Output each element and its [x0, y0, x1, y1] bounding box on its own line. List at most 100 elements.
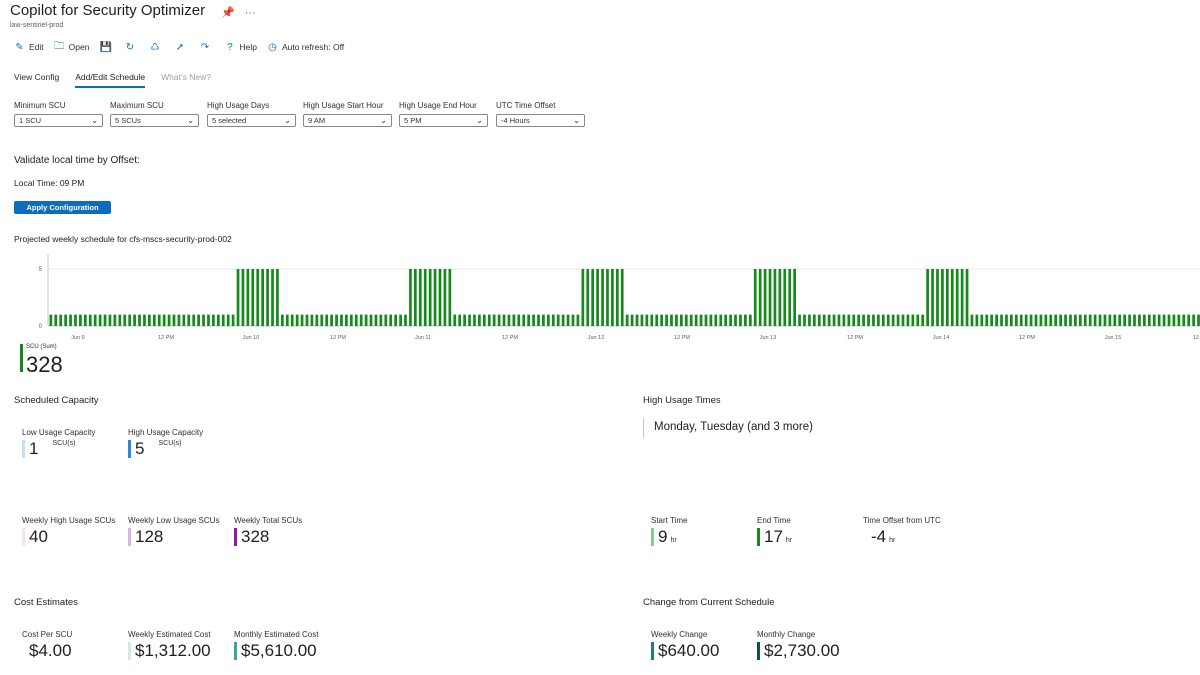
- start-time-value: 9: [658, 527, 668, 546]
- chart-bar-182: [945, 269, 949, 326]
- chart-bar-130: [689, 314, 693, 326]
- y-tick-label: 5: [39, 267, 43, 273]
- tab-view-config[interactable]: View Config: [14, 72, 60, 82]
- chart-bar-121: [645, 314, 649, 326]
- max-scu-dropdown[interactable]: 5 SCUs ⌄: [110, 114, 199, 127]
- x-tick-label: Jun 14: [933, 335, 950, 341]
- save-button[interactable]: 💾: [99, 42, 114, 53]
- chart-bar-31: [202, 314, 205, 326]
- chart-bar-168: [877, 314, 880, 326]
- chart-bar-115: [615, 269, 619, 326]
- chart-bar-189: [980, 314, 984, 326]
- chart-bar-154: [808, 314, 811, 326]
- save-icon: 💾: [99, 41, 112, 53]
- tab-bar: View Config Add/Edit Schedule What's New…: [14, 72, 227, 88]
- chart-bar-80: [443, 269, 447, 326]
- pin-button[interactable]: ➚: [174, 42, 189, 53]
- feedback-button[interactable]: ♺: [149, 42, 164, 53]
- chart-bar-86: [473, 314, 476, 326]
- end-hour-dropdown[interactable]: 5 PM ⌄: [399, 114, 488, 127]
- refresh-icon: ↻: [125, 41, 135, 53]
- change-title: Change from Current Schedule: [643, 597, 775, 608]
- tab-add-edit-schedule[interactable]: Add/Edit Schedule: [75, 72, 146, 88]
- weekly-cost-label: Weekly Estimated Cost: [128, 630, 211, 639]
- chart-bar-49: [290, 314, 294, 326]
- chart-bar-64: [364, 314, 368, 326]
- chart-bar-0: [49, 314, 53, 326]
- chart-bar-53: [310, 314, 314, 326]
- customize-icon: ↷: [200, 41, 210, 53]
- high-capacity-value: 5: [135, 439, 145, 458]
- chart-bar-193: [1000, 314, 1003, 326]
- chart-bar-75: [418, 269, 422, 326]
- help-button[interactable]: ? Help: [224, 42, 257, 53]
- chart-bar-102: [551, 314, 555, 326]
- cost-per-scu-label: Cost Per SCU: [22, 630, 73, 639]
- chart-bar-134: [709, 314, 713, 326]
- chart-bar-120: [640, 314, 644, 326]
- customize-button[interactable]: ↷: [199, 42, 214, 53]
- chart-bar-35: [221, 314, 225, 326]
- start-hour-dropdown[interactable]: 9 AM ⌄: [303, 114, 392, 127]
- apply-configuration-button[interactable]: Apply Configuration: [14, 201, 111, 214]
- chart-bar-225: [1157, 314, 1161, 326]
- more-icon[interactable]: ···: [244, 7, 256, 19]
- local-time-text: Local Time: 09 PM: [14, 178, 85, 188]
- chart-bar-161: [842, 314, 846, 326]
- chart-bar-215: [1108, 314, 1112, 326]
- chart-bar-14: [118, 314, 122, 326]
- chart-bar-174: [906, 314, 910, 326]
- chart-bar-98: [532, 314, 535, 326]
- chart-bar-132: [699, 314, 703, 326]
- chart-bar-52: [305, 314, 309, 326]
- high-usage-days-dropdown[interactable]: 5 selected ⌄: [207, 114, 296, 127]
- chart-bar-143: [753, 269, 757, 326]
- chart-bar-211: [1088, 314, 1092, 326]
- chart-bar-37: [231, 314, 235, 326]
- start-time-label: Start Time: [651, 516, 688, 525]
- pin-icon[interactable]: 📌: [221, 7, 235, 19]
- chart-bar-183: [950, 269, 954, 326]
- open-button[interactable]: 🗀 Open: [54, 39, 89, 56]
- chart-bar-117: [625, 314, 629, 326]
- chart-bar-150: [788, 269, 792, 326]
- chart-bar-192: [995, 314, 998, 326]
- chart-bar-204: [1054, 314, 1058, 326]
- chart-bar-90: [492, 314, 496, 326]
- edit-button[interactable]: ✎ Edit: [15, 41, 44, 53]
- chart-bar-145: [763, 269, 767, 326]
- tab-whats-new[interactable]: What's New?: [161, 72, 211, 82]
- chart-bar-124: [660, 314, 663, 326]
- chart-bar-156: [817, 314, 821, 326]
- chart-bar-206: [1064, 314, 1067, 326]
- monthly-change-tile: Monthly Change $2,730.00: [757, 630, 840, 660]
- weekly-low-usage-tile: Weekly Low Usage SCUs 128: [128, 516, 219, 546]
- monthly-cost-value: $5,610.00: [241, 641, 317, 660]
- end-time-tile: End Time 17 hr: [757, 516, 792, 546]
- chart-bar-129: [684, 314, 688, 326]
- schedule-chart: 5 0 Jun 9 12 PM Jun 10 12 PM Jun 11 12 PM Jun 12…: [39, 254, 1200, 341]
- weekly-low-usage-label: Weekly Low Usage SCUs: [128, 516, 220, 525]
- chart-bar-104: [561, 314, 565, 326]
- monthly-change-label: Monthly Change: [757, 630, 816, 639]
- chart-bar-116: [620, 269, 624, 326]
- chart-bar-184: [955, 269, 959, 326]
- chart-bar-208: [1074, 314, 1077, 326]
- utc-offset-label: UTC Time Offset: [496, 101, 556, 110]
- chart-bar-62: [354, 314, 358, 326]
- chart-bar-139: [734, 314, 737, 326]
- clock-icon: ◷: [268, 41, 277, 53]
- utc-offset-dropdown[interactable]: -4 Hours ⌄: [496, 114, 585, 127]
- auto-refresh-button[interactable]: ◷ Auto refresh: Off: [268, 41, 345, 53]
- weekly-total-bar: [234, 528, 237, 546]
- utc-offset-tile-label: Time Offset from UTC: [863, 516, 941, 525]
- high-usage-days-field: High Usage Days 5 selected ⌄: [207, 101, 296, 127]
- chart-bar-19: [143, 314, 146, 326]
- chart-bar-12: [108, 314, 112, 326]
- min-scu-dropdown[interactable]: 1 SCU ⌄: [14, 114, 103, 127]
- refresh-button[interactable]: ↻: [124, 42, 139, 53]
- chart-bar-65: [369, 314, 373, 326]
- x-tick-label: Jun 9: [71, 335, 84, 341]
- max-scu-label: Maximum SCU: [110, 101, 164, 110]
- page-title: Copilot for Security Optimizer: [10, 2, 206, 19]
